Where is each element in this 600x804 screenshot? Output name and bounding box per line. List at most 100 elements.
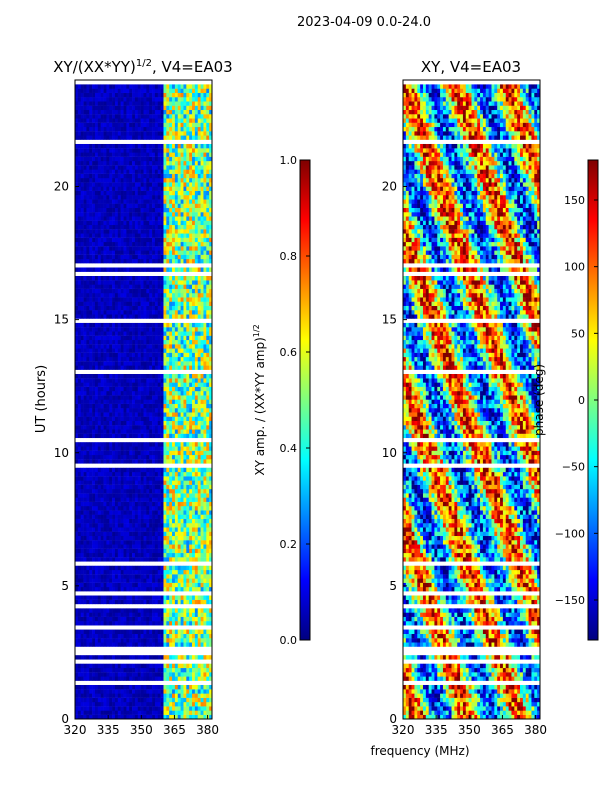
heatmap-cell [152, 540, 156, 545]
heatmap-cell [86, 710, 90, 715]
heatmap-cell [117, 258, 121, 264]
heatmap-cell [174, 216, 179, 221]
heatmap-cell [154, 446, 159, 451]
heatmap-cell [100, 241, 104, 247]
heatmap-cell [80, 254, 84, 260]
heatmap-cell [140, 467, 144, 473]
heatmap-cell [197, 339, 201, 345]
heatmap-gap-row [75, 625, 212, 630]
heatmap-cell [129, 390, 133, 396]
heatmap-cell [160, 710, 164, 715]
heatmap-cell [197, 280, 201, 285]
heatmap-cell [166, 552, 170, 558]
heatmap-cell [134, 339, 139, 345]
heatmap-cell [172, 352, 176, 358]
heatmap-cell [132, 493, 136, 498]
heatmap-cell [209, 378, 213, 383]
heatmap-cell [194, 506, 199, 511]
heatmap-cell [192, 429, 196, 434]
heatmap-cell [109, 390, 113, 396]
heatmap-cell [180, 518, 184, 524]
heatmap-cell [203, 293, 207, 298]
heatmap-cell [137, 403, 141, 409]
heatmap-cell [137, 241, 141, 247]
heatmap-cell [103, 676, 107, 681]
heatmap-cell [126, 531, 130, 537]
heatmap-cell [203, 488, 207, 494]
heatmap-cell [152, 254, 156, 260]
heatmap-cell [94, 280, 99, 285]
heatmap-cell [80, 373, 84, 379]
heatmap-cell [186, 454, 190, 460]
heatmap-cell [172, 608, 176, 613]
heatmap-cell [132, 420, 136, 426]
heatmap-cell [89, 621, 93, 626]
heatmap-cell [143, 531, 147, 537]
heatmap-cell [203, 476, 207, 481]
heatmap-cell [146, 361, 150, 366]
heatmap-cell [129, 331, 133, 336]
heatmap-cell [92, 582, 96, 588]
heatmap-cell [160, 582, 164, 588]
heatmap-cell [92, 684, 96, 690]
heatmap-cell [143, 241, 147, 247]
heatmap-cell [89, 241, 93, 247]
heatmap-cell [77, 356, 81, 362]
heatmap-cell [80, 701, 84, 707]
heatmap-cell [92, 714, 96, 720]
heatmap-cell [163, 280, 167, 285]
heatmap-cell [152, 689, 156, 694]
heatmap-cell [132, 484, 136, 490]
heatmap-cell [126, 629, 130, 634]
heatmap-cell [174, 395, 179, 400]
heatmap-cell [146, 420, 150, 426]
heatmap-cell [123, 667, 127, 673]
heatmap-cell [100, 335, 104, 341]
heatmap-cell [97, 459, 101, 464]
heatmap-cell [166, 425, 170, 430]
heatmap-cell [120, 535, 124, 541]
heatmap-cell [134, 633, 139, 639]
heatmap-cell [86, 275, 90, 281]
heatmap-cell [200, 497, 204, 502]
heatmap-cell [83, 544, 87, 549]
heatmap-cell [203, 663, 207, 669]
heatmap-cell [120, 540, 124, 545]
heatmap-cell [134, 523, 139, 528]
heatmap-cell [103, 425, 107, 430]
heatmap-cell [120, 229, 124, 234]
heatmap-cell [197, 258, 201, 264]
heatmap-cell [86, 518, 90, 524]
heatmap-cell [129, 408, 133, 413]
heatmap-cell [86, 493, 90, 498]
heatmap-cell [114, 293, 119, 298]
heatmap-cell [94, 493, 99, 498]
heatmap-cell [126, 565, 130, 571]
heatmap-cell [117, 275, 121, 281]
heatmap-cell [94, 399, 99, 404]
heatmap-cell [143, 373, 147, 379]
heatmap-cell [123, 288, 127, 294]
heatmap-cell [189, 224, 193, 230]
heatmap-cell [132, 480, 136, 485]
heatmap-cell [89, 335, 93, 341]
heatmap-cell [146, 497, 150, 502]
heatmap-cell [140, 540, 144, 545]
heatmap-cell [137, 663, 141, 669]
heatmap-cell [117, 557, 121, 562]
heatmap-cell [129, 638, 133, 643]
heatmap-cell [100, 599, 104, 605]
heatmap-cell [120, 344, 124, 349]
heatmap-cell [154, 518, 159, 524]
heatmap-cell [200, 480, 204, 485]
heatmap-cell [177, 510, 181, 515]
heatmap-cell [109, 548, 113, 554]
heatmap-cell [100, 254, 104, 260]
heatmap-cell [77, 250, 81, 255]
heatmap-cell [117, 237, 121, 243]
heatmap-cell [109, 275, 113, 281]
heatmap-cell [209, 467, 213, 473]
heatmap-cell [80, 220, 84, 226]
heatmap-cell [92, 258, 96, 264]
heatmap-cell [89, 663, 93, 669]
